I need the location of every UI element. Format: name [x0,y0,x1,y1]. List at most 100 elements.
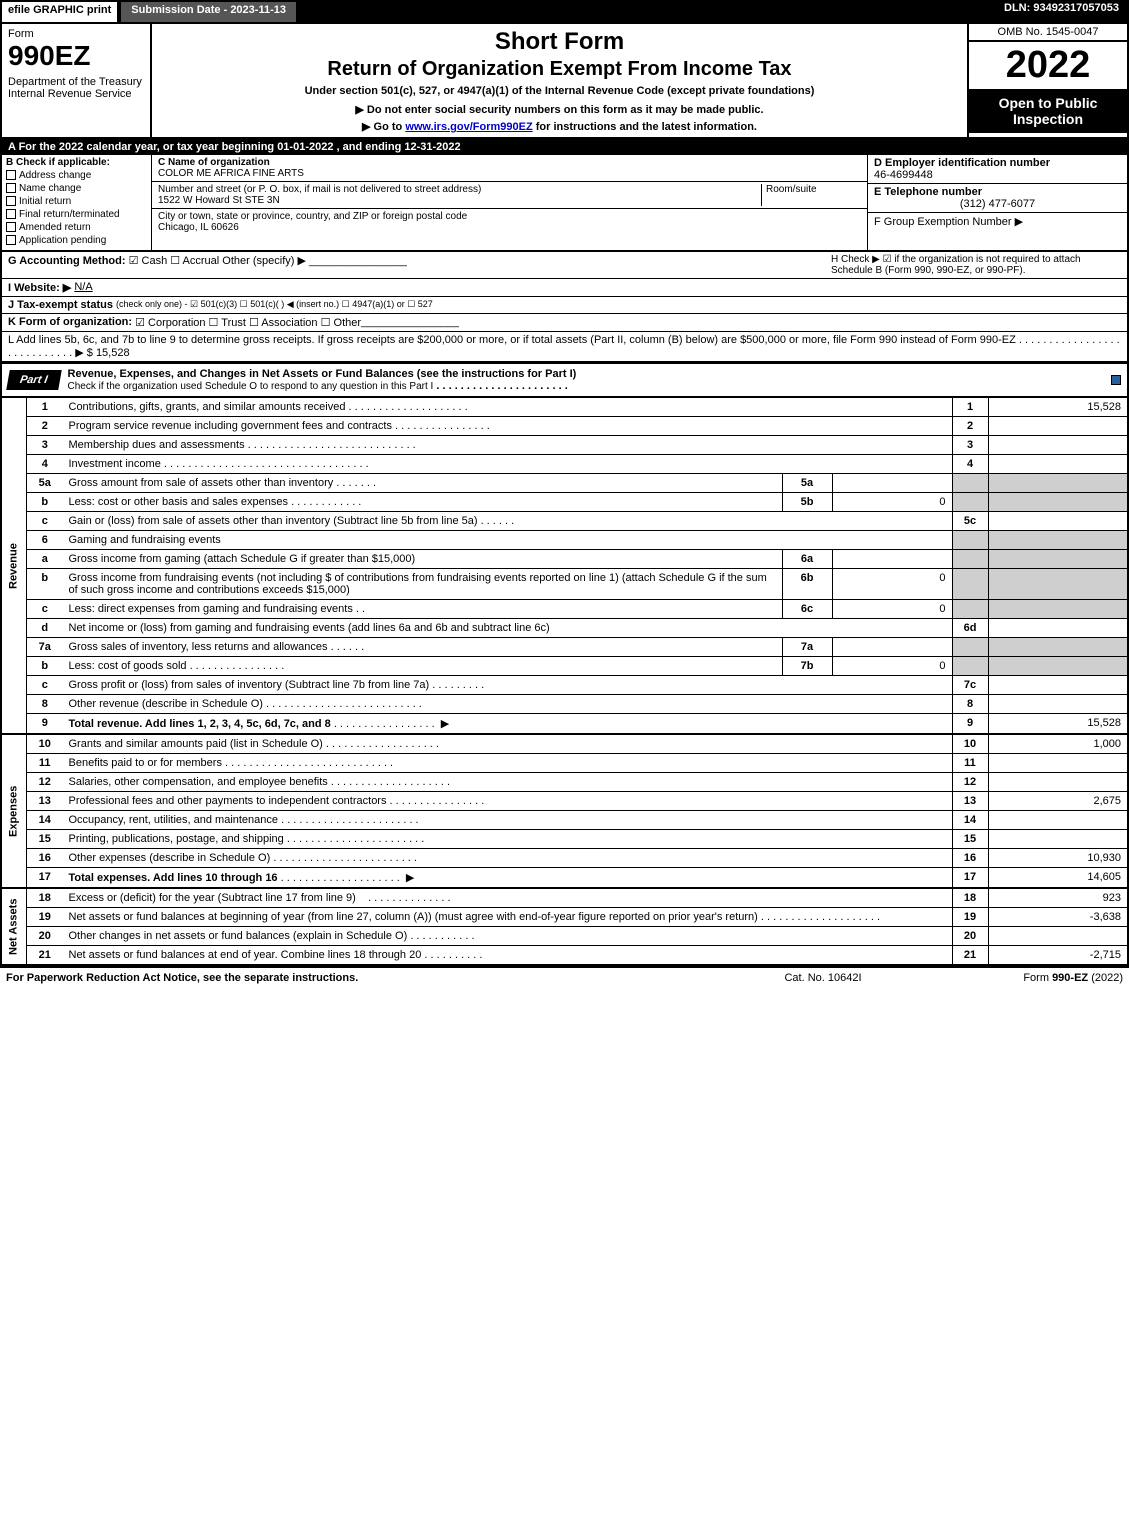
e-phone: E Telephone number (312) 477-6077 [868,184,1127,213]
b-checkboxes: B Check if applicable: Address change Na… [2,155,152,250]
under-section-text: Under section 501(c), 527, or 4947(a)(1)… [162,85,957,97]
check-application-pending[interactable]: Application pending [6,235,147,246]
c-label: C Name of organization [158,157,270,168]
paperwork-notice: For Paperwork Reduction Act Notice, see … [6,972,723,984]
header-left: Form 990EZ Department of the Treasury In… [2,24,152,137]
ssn-note: ▶ Do not enter social security numbers o… [162,103,957,116]
line-3: 3Membership dues and assessments . . . .… [1,436,1128,455]
efile-label: efile GRAPHIC print [0,0,119,24]
ein-value: 46-4699448 [874,169,933,181]
line-8: 8Other revenue (describe in Schedule O) … [1,695,1128,714]
city-value: Chicago, IL 60626 [158,222,239,233]
l-value: ▶ $ 15,528 [75,347,129,359]
form-number: 990EZ [8,40,144,72]
line-6a: aGross income from gaming (attach Schedu… [1,550,1128,569]
line-6d: dNet income or (loss) from gaming and fu… [1,619,1128,638]
department-text: Department of the Treasury Internal Reve… [8,76,144,100]
return-title: Return of Organization Exempt From Incom… [162,58,957,81]
line-6c: cLess: direct expenses from gaming and f… [1,600,1128,619]
line-19: 19Net assets or fund balances at beginni… [1,908,1128,927]
phone-value: (312) 477-6077 [874,198,1121,210]
line-5b: bLess: cost or other basis and sales exp… [1,493,1128,512]
c-name-row: C Name of organization COLOR ME AFRICA F… [152,155,867,182]
city-label: City or town, state or province, country… [158,211,467,222]
header-right: OMB No. 1545-0047 2022 Open to Public In… [967,24,1127,137]
check-name-change[interactable]: Name change [6,183,147,194]
line-18: Net Assets 18Excess or (deficit) for the… [1,888,1128,908]
tax-year: 2022 [969,42,1127,89]
row-g-h: G Accounting Method: ☑ Cash ☐ Accrual Ot… [0,252,1129,279]
g-accounting: G Accounting Method: ☑ Cash ☐ Accrual Ot… [8,254,821,267]
check-address-change[interactable]: Address change [6,170,147,181]
check-amended-return[interactable]: Amended return [6,222,147,233]
part1-title: Revenue, Expenses, and Changes in Net As… [60,364,1107,396]
goto-text: ▶ Go to www.irs.gov/Form990EZ for instru… [162,120,957,133]
line-6b: bGross income from fundraising events (n… [1,569,1128,600]
part1-check[interactable] [1107,374,1127,386]
check-final-return[interactable]: Final return/terminated [6,209,147,220]
header-center: Short Form Return of Organization Exempt… [152,24,967,137]
dln-label: DLN: 93492317057053 [994,0,1129,24]
line-9: 9Total revenue. Add lines 1, 2, 3, 4, 5c… [1,714,1128,735]
short-form-title: Short Form [162,28,957,56]
addr-row: Number and street (or P. O. box, if mail… [152,182,867,209]
row-i: I Website: ▶ N/A [0,279,1129,297]
b-label: B Check if applicable: [6,157,147,168]
row-k: K Form of organization: ☑ Corporation ☐ … [0,314,1129,332]
lines-table: Revenue 1Contributions, gifts, grants, a… [0,398,1129,966]
row-l: L Add lines 5b, 6c, and 7b to line 9 to … [0,332,1129,363]
line-4: 4Investment income . . . . . . . . . . .… [1,455,1128,474]
irs-link[interactable]: www.irs.gov/Form990EZ [405,121,532,133]
line-2: 2Program service revenue including gover… [1,417,1128,436]
line-7c: cGross profit or (loss) from sales of in… [1,676,1128,695]
h-check: H Check ▶ ☑ if the organization is not r… [821,254,1121,276]
line-7a: 7aGross sales of inventory, less returns… [1,638,1128,657]
part1-tab: Part I [6,370,61,390]
submission-date: Submission Date - 2023-11-13 [119,0,298,24]
line-5c: cGain or (loss) from sale of assets othe… [1,512,1128,531]
netassets-label: Net Assets [1,888,27,965]
line-13: 13Professional fees and other payments t… [1,792,1128,811]
omb-number: OMB No. 1545-0047 [969,24,1127,42]
row-a-calendar: A For the 2022 calendar year, or tax yea… [0,139,1129,155]
goto-post: for instructions and the latest informat… [533,121,757,133]
open-inspection: Open to Public Inspection [969,89,1127,133]
f-group: F Group Exemption Number ▶ [868,213,1127,230]
line-16: 16Other expenses (describe in Schedule O… [1,849,1128,868]
line-5a: 5aGross amount from sale of assets other… [1,474,1128,493]
city-row: City or town, state or province, country… [152,209,867,235]
website-value: N/A [74,281,92,293]
line-10: Expenses 10Grants and similar amounts pa… [1,734,1128,754]
line-6: 6Gaming and fundraising events [1,531,1128,550]
addr-value: 1522 W Howard St STE 3N [158,195,280,206]
expenses-label: Expenses [1,734,27,888]
top-bar: efile GRAPHIC print Submission Date - 20… [0,0,1129,24]
cat-no: Cat. No. 10642I [723,972,923,984]
line-20: 20Other changes in net assets or fund ba… [1,927,1128,946]
check-initial-return[interactable]: Initial return [6,196,147,207]
spacer [298,0,994,24]
row-j: J Tax-exempt status (check only one) - ☑… [0,297,1129,314]
line-17: 17Total expenses. Add lines 10 through 1… [1,868,1128,889]
line-12: 12Salaries, other compensation, and empl… [1,773,1128,792]
form-ref: Form 990-EZ (2022) [923,972,1123,984]
section-b: B Check if applicable: Address change Na… [0,155,1129,252]
addr-label: Number and street (or P. O. box, if mail… [158,184,481,195]
line-1: Revenue 1Contributions, gifts, grants, a… [1,398,1128,417]
line-11: 11Benefits paid to or for members . . . … [1,754,1128,773]
room-suite: Room/suite [761,184,861,206]
d-ein: D Employer identification number 46-4699… [868,155,1127,184]
part1-header: Part I Revenue, Expenses, and Changes in… [0,363,1129,398]
line-15: 15Printing, publications, postage, and s… [1,830,1128,849]
page-footer: For Paperwork Reduction Act Notice, see … [0,966,1129,988]
form-header: Form 990EZ Department of the Treasury In… [0,24,1129,139]
b-center: C Name of organization COLOR ME AFRICA F… [152,155,867,250]
line-14: 14Occupancy, rent, utilities, and mainte… [1,811,1128,830]
goto-pre: ▶ Go to [362,121,405,133]
org-name: COLOR ME AFRICA FINE ARTS [158,168,304,179]
form-word: Form [8,28,144,40]
line-21: 21Net assets or fund balances at end of … [1,946,1128,966]
b-right: D Employer identification number 46-4699… [867,155,1127,250]
revenue-label: Revenue [1,398,27,734]
line-7b: bLess: cost of goods sold . . . . . . . … [1,657,1128,676]
